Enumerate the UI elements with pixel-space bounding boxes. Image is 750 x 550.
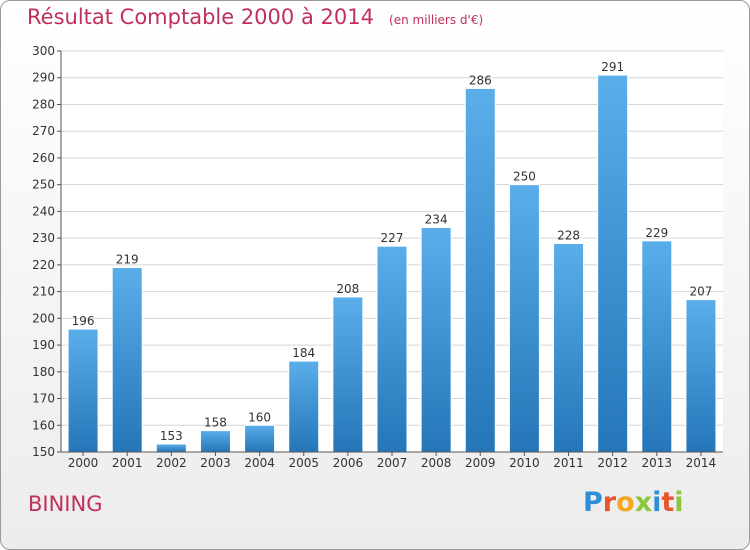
y-tick-label: 250 (32, 178, 55, 192)
bar-value-label: 153 (160, 429, 183, 443)
bar (199, 430, 231, 453)
bar-value-label: 227 (381, 231, 404, 245)
bar-value-label: 196 (72, 314, 95, 328)
y-tick-label: 230 (32, 231, 55, 245)
bar-value-label: 250 (513, 170, 536, 184)
bar-value-label: 229 (645, 226, 668, 240)
bar (597, 74, 629, 453)
x-tick-label: 2011 (553, 456, 584, 470)
y-tick-label: 280 (32, 97, 55, 111)
bar-layer: 196 219 153 158 160 184 208 227 234 286 250 228 291 2… (67, 60, 717, 453)
bar (332, 296, 364, 453)
x-tick-label: 2004 (244, 456, 275, 470)
bar (464, 87, 496, 453)
bar (508, 184, 540, 453)
bar (111, 267, 143, 453)
commune-name: BINING (28, 492, 103, 516)
y-tick-label: 240 (32, 204, 55, 218)
x-tick-label: 2003 (200, 456, 231, 470)
bar-value-label: 219 (116, 253, 139, 267)
axis-layer: 150 160 170 180 190 200 210 220 230 240 250 260 270 2… (32, 44, 723, 470)
y-tick-label: 210 (32, 285, 55, 299)
x-tick-label: 2000 (68, 456, 99, 470)
x-tick-label: 2012 (597, 456, 628, 470)
chart-title: Résultat Comptable 2000 à 2014 (en milli… (27, 5, 483, 29)
bar (553, 242, 585, 453)
bar-value-label: 207 (689, 285, 712, 299)
y-tick-label: 150 (32, 445, 55, 459)
x-tick-label: 2009 (465, 456, 496, 470)
logo-letter: o (616, 487, 635, 518)
x-tick-label: 2006 (333, 456, 364, 470)
logo-letter: P (583, 487, 603, 518)
chart-title-main: Résultat Comptable 2000 à 2014 (27, 5, 374, 29)
bar (420, 226, 452, 453)
x-tick-label: 2007 (377, 456, 408, 470)
bar-value-label: 291 (601, 60, 624, 74)
x-tick-label: 2010 (509, 456, 540, 470)
x-tick-label: 2001 (112, 456, 143, 470)
bar (376, 245, 408, 453)
y-tick-label: 220 (32, 258, 55, 272)
y-tick-label: 170 (32, 392, 55, 406)
logo-letter: i (652, 487, 662, 518)
logo-letter: x (634, 487, 653, 518)
x-tick-label: 2005 (288, 456, 319, 470)
bar (641, 240, 673, 453)
bar-value-label: 160 (248, 410, 271, 424)
bar (67, 328, 99, 453)
proxiti-logo[interactable]: Proxiti (583, 487, 684, 518)
x-tick-label: 2008 (421, 456, 452, 470)
logo-letter: i (674, 487, 684, 518)
bar-value-label: 158 (204, 416, 227, 430)
x-tick-label: 2013 (642, 456, 673, 470)
bar (288, 360, 320, 453)
y-tick-label: 190 (32, 338, 55, 352)
chart-title-unit: (en milliers d'€) (389, 13, 484, 27)
y-tick-label: 260 (32, 151, 55, 165)
y-tick-label: 180 (32, 365, 55, 379)
x-tick-label: 2002 (156, 456, 187, 470)
bar (244, 424, 276, 453)
bar (155, 443, 187, 453)
bar-value-label: 286 (469, 73, 492, 87)
bar-value-label: 184 (292, 346, 315, 360)
y-tick-label: 200 (32, 311, 55, 325)
bar-value-label: 234 (425, 212, 448, 226)
y-tick-label: 270 (32, 124, 55, 138)
bar-value-label: 208 (336, 282, 359, 296)
bar-value-label: 228 (557, 228, 580, 242)
logo-letter: r (602, 487, 617, 518)
y-tick-label: 300 (32, 44, 55, 58)
y-tick-label: 160 (32, 418, 55, 432)
bar (685, 299, 717, 453)
x-tick-label: 2014 (686, 456, 717, 470)
logo-letter: t (661, 487, 675, 518)
y-tick-label: 290 (32, 71, 55, 85)
